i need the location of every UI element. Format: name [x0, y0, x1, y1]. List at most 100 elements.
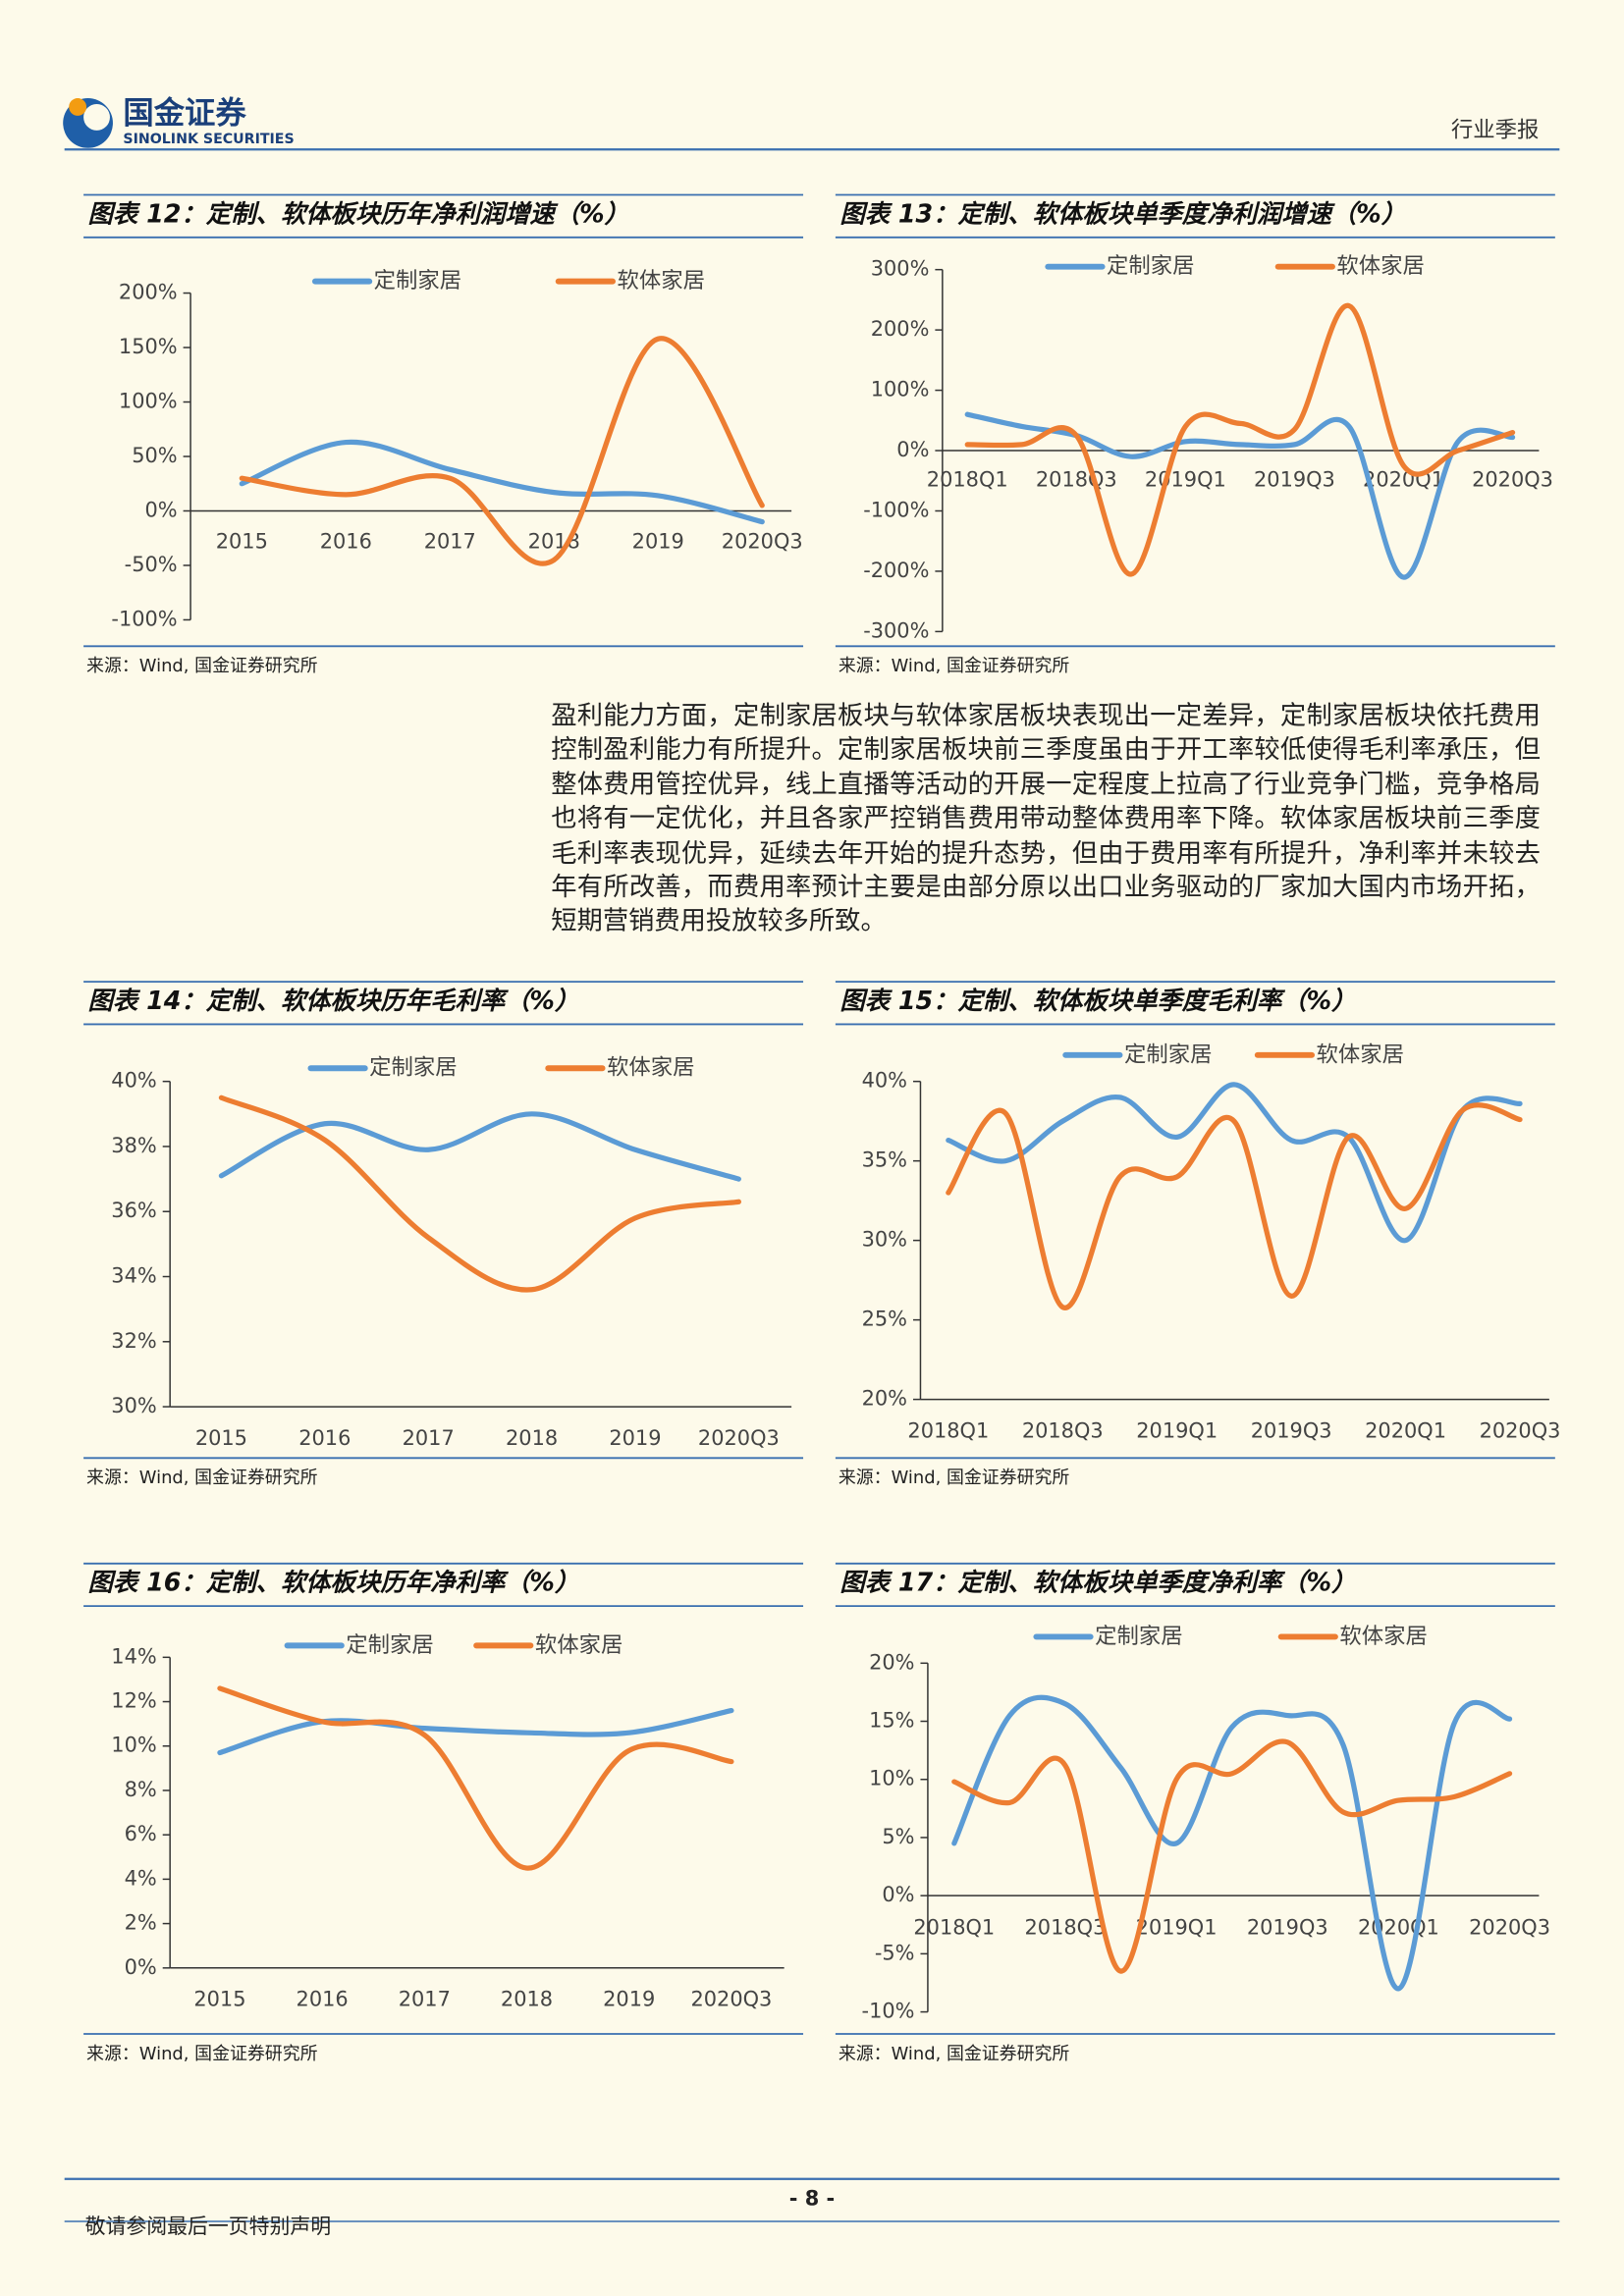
legend-label: 软体家居 [535, 1632, 623, 1658]
legend-label: 软体家居 [617, 268, 705, 294]
x-tick-label: 2017 [424, 529, 476, 553]
y-tick-label: 32% [111, 1329, 156, 1353]
legend-label: 定制家居 [374, 268, 462, 294]
chart-source: 来源：Wind, 国金证券研究所 [86, 2044, 318, 2064]
legend-label: 软体家居 [607, 1055, 695, 1081]
y-tick-label: 10% [869, 1767, 914, 1790]
chart-title: 图表 13：定制、软体板块单季度净利润增速（%） [839, 198, 1406, 228]
y-tick-label: 300% [871, 257, 930, 281]
x-tick-label: 2015 [193, 1988, 245, 2011]
x-tick-label: 2019Q3 [1247, 1915, 1328, 1939]
x-tick-label: 2015 [216, 529, 268, 553]
legend-label: 软体家居 [1339, 1624, 1428, 1649]
y-tick-label: -5% [875, 1941, 915, 1964]
x-tick-label: 2018Q3 [1036, 468, 1117, 492]
series-line [217, 1685, 734, 1871]
y-tick-label: 200% [119, 281, 178, 304]
x-tick-label: 2016 [298, 1426, 351, 1450]
y-tick-label: 0% [896, 438, 929, 461]
series-line [964, 302, 1516, 577]
x-tick-label: 2017 [399, 1988, 451, 2011]
report-type: 行业季报 [1451, 117, 1540, 142]
chart-title: 图表 12：定制、软体板块历年净利润增速（%） [88, 198, 629, 228]
y-tick-label: 100% [871, 378, 930, 401]
logo-icon [69, 98, 87, 116]
y-tick-label: 5% [882, 1825, 914, 1848]
x-tick-label: 2018Q1 [907, 1418, 989, 1442]
chart-source: 来源：Wind, 国金证券研究所 [839, 1468, 1070, 1488]
x-tick-label: 2016 [297, 1988, 349, 2011]
x-tick-label: 2018Q3 [1022, 1418, 1104, 1442]
legend-label: 定制家居 [369, 1055, 458, 1081]
x-tick-label: 2020Q3 [1469, 1915, 1550, 1939]
chart-title: 图表 17：定制、软体板块单季度净利率（%） [839, 1568, 1356, 1597]
chart-title: 图表 15：定制、软体板块单季度毛利率（%） [839, 986, 1356, 1015]
y-tick-label: 25% [862, 1308, 907, 1331]
y-tick-label: 8% [125, 1778, 157, 1801]
x-tick-label: 2018Q1 [913, 1915, 995, 1939]
y-tick-label: 150% [119, 335, 178, 358]
y-tick-label: 14% [111, 1644, 156, 1668]
chart-source: 来源：Wind, 国金证券研究所 [839, 2044, 1070, 2064]
logo-cn: 国金证券 [123, 94, 246, 131]
legend-label: 定制家居 [1095, 1624, 1183, 1649]
y-tick-label: -300% [863, 618, 929, 642]
series-line [946, 1082, 1523, 1244]
legend-label: 定制家居 [346, 1632, 434, 1658]
y-tick-label: -100% [111, 607, 177, 630]
x-tick-label: 2020Q3 [690, 1988, 772, 2011]
series-line [951, 1694, 1513, 1992]
page-number: - 8 - [789, 2187, 835, 2211]
series-line [239, 336, 765, 566]
chart-source: 来源：Wind, 国金证券研究所 [839, 656, 1070, 676]
x-tick-label: 2020Q1 [1363, 468, 1444, 492]
series-line [946, 1102, 1523, 1310]
chart-title: 图表 14：定制、软体板块历年毛利率（%） [88, 986, 580, 1015]
x-tick-label: 2016 [320, 529, 372, 553]
y-tick-label: 20% [862, 1387, 907, 1411]
y-tick-label: 100% [119, 390, 178, 413]
y-tick-label: -100% [863, 498, 929, 521]
legend-label: 软体家居 [1336, 253, 1425, 279]
logo-en: SINOLINK SECURITIES [123, 132, 294, 147]
x-tick-label: 2018 [506, 1426, 558, 1450]
x-tick-label: 2019 [603, 1988, 655, 2011]
legend-label: 定制家居 [1107, 253, 1195, 279]
x-tick-label: 2019Q1 [1136, 1418, 1218, 1442]
series-line [218, 1095, 741, 1293]
chart-source: 来源：Wind, 国金证券研究所 [86, 656, 318, 676]
x-tick-label: 2020Q1 [1365, 1418, 1446, 1442]
x-tick-label: 2019Q1 [1145, 468, 1226, 492]
x-tick-label: 2020Q3 [722, 529, 803, 553]
y-tick-label: 200% [871, 317, 930, 341]
y-tick-label: 38% [111, 1134, 156, 1157]
x-tick-label: 2019 [632, 529, 684, 553]
y-tick-label: 6% [125, 1822, 157, 1845]
chart-source: 来源：Wind, 国金证券研究所 [86, 1468, 318, 1488]
x-tick-label: 2020Q1 [1358, 1915, 1439, 1939]
series-line [217, 1707, 734, 1756]
y-tick-label: 30% [111, 1394, 156, 1417]
x-tick-label: 2015 [195, 1426, 247, 1450]
series-line [951, 1738, 1513, 1974]
y-tick-label: 40% [862, 1069, 907, 1093]
y-tick-label: 12% [111, 1689, 156, 1713]
x-tick-label: 2019Q3 [1251, 1418, 1332, 1442]
logo: 国金证券 SINOLINK SECURITIES [63, 94, 295, 148]
x-tick-label: 2019Q3 [1254, 468, 1335, 492]
y-tick-label: 36% [111, 1199, 156, 1222]
y-tick-label: 40% [111, 1069, 156, 1093]
y-tick-label: -10% [862, 2000, 915, 2023]
x-tick-label: 2020Q3 [1472, 468, 1553, 492]
x-tick-label: 2018 [501, 1988, 553, 2011]
y-tick-label: 10% [111, 1734, 156, 1757]
series-line [964, 411, 1516, 580]
x-tick-label: 2020Q3 [1480, 1418, 1561, 1442]
chart-title: 图表 16：定制、软体板块历年净利率（%） [88, 1568, 580, 1597]
y-tick-label: -50% [125, 553, 178, 576]
x-tick-label: 2019 [609, 1426, 661, 1450]
body-text: 盈利能力方面，定制家居板块与软体家居板块表现出一定差异，定制家居板块依托费用控制… [551, 702, 1541, 937]
y-tick-label: 30% [862, 1228, 907, 1252]
